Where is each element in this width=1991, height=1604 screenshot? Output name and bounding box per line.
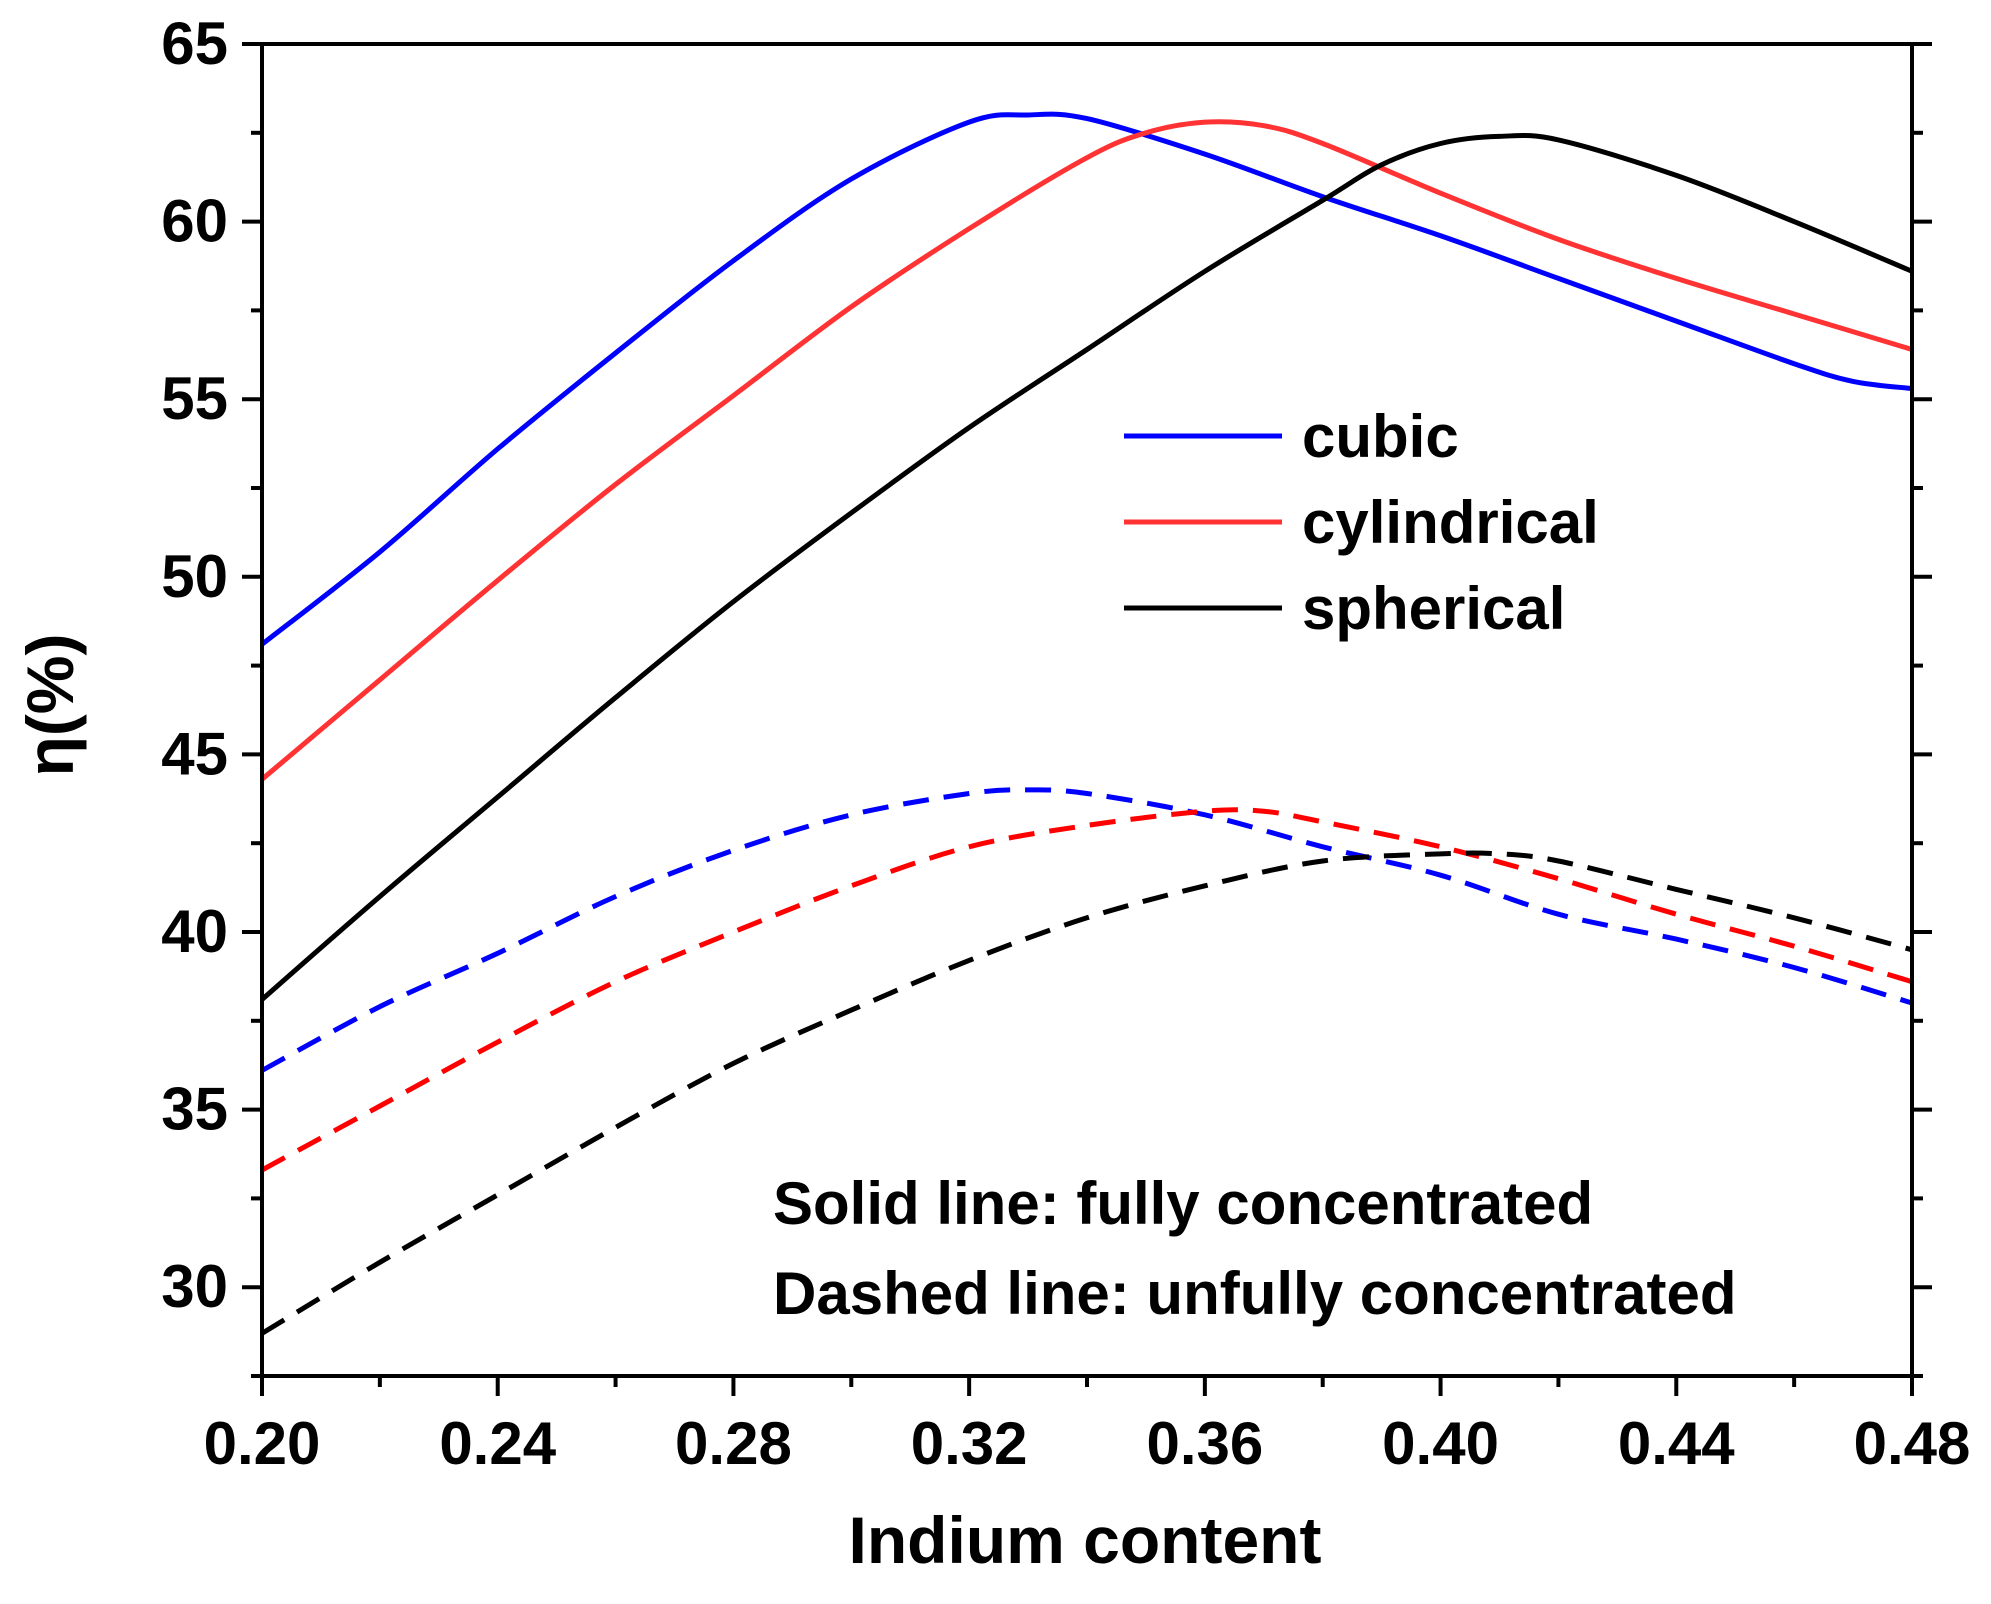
y-axis-title: η(%) — [13, 634, 87, 777]
x-tick-label: 0.44 — [1618, 1410, 1735, 1477]
y-tick-label: 40 — [161, 898, 228, 965]
x-tick-label: 0.48 — [1854, 1410, 1971, 1477]
y-tick-label: 65 — [161, 10, 228, 77]
series-line-cylindrical-fully-concentrated — [260, 119, 1913, 782]
y-tick-label: 35 — [161, 1076, 228, 1143]
y-tick-label: 45 — [161, 720, 228, 787]
annotation-text: Dashed line: unfully concentrated — [773, 1260, 1737, 1327]
annotation-text: Solid line: fully concentrated — [773, 1170, 1593, 1237]
y-tick-label: 55 — [161, 365, 228, 432]
legend: cubic cylindrical spherical — [1124, 403, 1599, 642]
y-tick-label: 30 — [161, 1253, 228, 1320]
y-tick-label: 50 — [161, 543, 228, 610]
annotations: Solid line: fully concentrated Dashed lin… — [773, 1170, 1737, 1327]
series-line-cubic-fully-concentrated — [260, 111, 1913, 647]
series-line-cubic-unfully-concentrated — [260, 787, 1913, 1073]
x-tick-label: 0.40 — [1382, 1410, 1499, 1477]
y-tick-label: 60 — [161, 188, 228, 255]
x-tick-label: 0.32 — [911, 1410, 1028, 1477]
x-tick-label: 0.20 — [204, 1410, 321, 1477]
series-line-spherical-unfully-concentrated — [260, 850, 1913, 1336]
legend-label-cubic: cubic — [1302, 403, 1459, 470]
x-tick-label: 0.24 — [439, 1410, 556, 1477]
series-layer — [260, 111, 1913, 1336]
legend-label-spherical: spherical — [1302, 575, 1565, 642]
legend-label-cylindrical: cylindrical — [1302, 489, 1599, 556]
axes-layer: 30 35 40 45 50 55 60 65 0.20 0.24 0.28 0.32 0.36 0.40… — [161, 10, 1970, 1477]
x-tick-label: 0.36 — [1146, 1410, 1263, 1477]
series-line-spherical-fully-concentrated — [260, 132, 1913, 1002]
x-axis-title: Indium content — [849, 1503, 1322, 1577]
x-tick-label: 0.28 — [675, 1410, 792, 1477]
series-line-cylindrical-unfully-concentrated — [260, 807, 1913, 1173]
